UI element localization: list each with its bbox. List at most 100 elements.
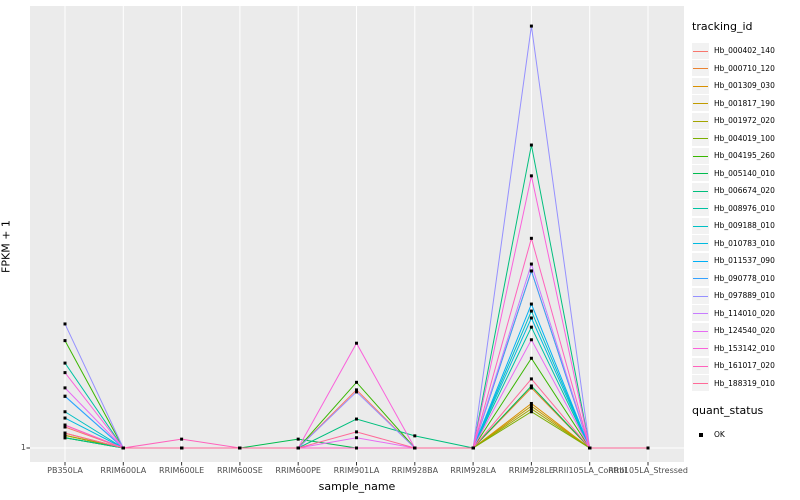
data-point-Hb_008976_010 — [63, 361, 67, 365]
legend-item-label: Hb_010783_010 — [714, 238, 775, 248]
legend-item-label: Hb_008976_010 — [714, 203, 775, 213]
data-point-Hb_188319_010 — [121, 446, 125, 450]
data-point-Hb_000710_120 — [529, 386, 533, 390]
data-point-Hb_188319_010 — [646, 446, 650, 450]
legend-item-label: Hb_005140_010 — [714, 168, 775, 178]
data-point-Hb_001309_030 — [529, 401, 533, 405]
data-point-Hb_153142_010 — [529, 174, 533, 178]
legend-item-label: Hb_001817_190 — [714, 98, 775, 108]
data-point-Hb_153142_010 — [355, 341, 358, 345]
data-point-Hb_006674_020 — [355, 417, 358, 421]
quant-ok-point-icon — [692, 427, 709, 443]
data-point-Hb_161017_020 — [529, 236, 533, 240]
legend-item-label: Hb_001309_030 — [714, 81, 775, 91]
data-point-Hb_010783_010 — [529, 316, 533, 320]
legend-key-line-icon — [692, 95, 709, 112]
legend-item-Hb_008976_010: Hb_008976_010 — [692, 200, 798, 218]
legend-item-Hb_011537_090: Hb_011537_090 — [692, 252, 798, 270]
data-point-Hb_006674_020 — [529, 143, 533, 147]
legend-item-Hb_001309_030: Hb_001309_030 — [692, 77, 798, 95]
legend-item-label: Hb_006674_020 — [714, 186, 775, 196]
legend-item-Hb_006674_020: Hb_006674_020 — [692, 182, 798, 200]
legend-item-Hb_001817_190: Hb_001817_190 — [692, 95, 798, 113]
data-point-Hb_124540_020 — [63, 386, 67, 390]
x-tick-label-RRIM901LA: RRIM901LA — [333, 466, 380, 475]
legend-item-Hb_004019_100: Hb_004019_100 — [692, 130, 798, 148]
legend-item-Hb_001972_020: Hb_001972_020 — [692, 112, 798, 130]
data-point-Hb_188319_010 — [355, 430, 358, 434]
y-tick-label: 1 — [20, 443, 26, 452]
data-point-Hb_004019_100 — [529, 410, 533, 414]
data-point-Hb_188319_010 — [296, 446, 300, 450]
legend-key-line-icon — [692, 340, 709, 357]
data-point-Hb_005140_010 — [529, 384, 533, 388]
x-tick-label-RRIM600LE: RRIM600LE — [159, 466, 205, 475]
x-tick-labels: PB350LA RRIM600LA RRIM600LE RRIM600SE RRIM60… — [0, 466, 800, 478]
legend-key-line-icon — [692, 235, 709, 252]
data-point-Hb_009188_010 — [529, 309, 533, 313]
legend-key-line-icon — [692, 252, 709, 269]
data-point-Hb_097889_010 — [63, 322, 67, 326]
legend-item-Hb_153142_010: Hb_153142_010 — [692, 340, 798, 358]
data-point-Hb_004195_260 — [63, 339, 67, 343]
x-tick-label-RRIM600LA: RRIM600LA — [100, 466, 147, 475]
legend-quant-section: quant_status OK — [692, 404, 798, 444]
data-point-Hb_010783_010 — [63, 416, 67, 420]
x-tick-label-PB350LA: PB350LA — [47, 466, 83, 475]
legend-key-line-icon — [692, 305, 709, 322]
data-point-Hb_004195_260 — [355, 380, 358, 384]
legend-item-label: Hb_161017_020 — [714, 361, 775, 371]
legend-item-label: Hb_188319_010 — [714, 378, 775, 388]
legend-item-label: Hb_124540_020 — [714, 326, 775, 336]
data-point-Hb_188319_010 — [413, 446, 417, 450]
data-point-Hb_161017_020 — [355, 446, 358, 450]
data-point-Hb_161017_020 — [180, 437, 184, 441]
data-point-Hb_188319_010 — [471, 446, 475, 450]
data-point-Hb_004195_260 — [529, 356, 533, 360]
legend-item-Hb_097889_010: Hb_097889_010 — [692, 287, 798, 305]
data-point-Hb_188319_010 — [238, 446, 242, 450]
legend-key-line-icon — [692, 182, 709, 199]
legend-key-line-icon — [692, 270, 709, 287]
data-point-Hb_188319_010 — [180, 446, 184, 450]
data-point-Hb_001972_020 — [63, 433, 67, 437]
legend-item-label: Hb_009188_010 — [714, 221, 775, 231]
legend-item-label: Hb_004019_100 — [714, 133, 775, 143]
y-axis-title: FPKM + 1 — [0, 220, 13, 273]
legend-tracking-title: tracking_id — [692, 20, 753, 33]
legend-key-line-icon — [692, 147, 709, 164]
data-point-Hb_090778_010 — [63, 394, 67, 398]
legend-key-line-icon — [692, 112, 709, 129]
data-point-Hb_000402_140 — [63, 425, 67, 429]
data-point-Hb_161017_020 — [63, 423, 67, 427]
legend-item-Hb_005140_010: Hb_005140_010 — [692, 165, 798, 183]
legend-quant-title: quant_status — [692, 404, 764, 417]
data-point-Hb_000402_140 — [355, 388, 358, 392]
legend-item-label: Hb_153142_010 — [714, 343, 775, 353]
legend-item-Hb_161017_020: Hb_161017_020 — [692, 357, 798, 375]
legend-item-label: Hb_004195_260 — [714, 151, 775, 161]
legend-item-Hb_188319_010: Hb_188319_010 — [692, 375, 798, 393]
legend-key-line-icon — [692, 42, 709, 59]
legend-key-line-icon — [692, 165, 709, 182]
legend-item-Hb_004195_260: Hb_004195_260 — [692, 147, 798, 165]
legend-item-label: Hb_097889_010 — [714, 291, 775, 301]
x-tick-label-RRII105LA_Stressed: RRII105LA_Stressed — [608, 466, 688, 475]
data-point-Hb_153142_010 — [63, 371, 67, 375]
legend-quant-label: OK — [714, 430, 725, 440]
legend-item-label: Hb_001972_020 — [714, 116, 775, 126]
legend-item-label: Hb_000402_140 — [714, 46, 775, 56]
data-point-Hb_008976_010 — [529, 325, 533, 329]
legend-key-line-icon — [692, 130, 709, 147]
data-point-Hb_001972_020 — [529, 407, 533, 411]
data-point-Hb_097889_010 — [355, 390, 358, 394]
legend-key-line-icon — [692, 287, 709, 304]
legend-item-label: Hb_011537_090 — [714, 256, 775, 266]
legend-item-label: Hb_114010_020 — [714, 308, 775, 318]
legend-item-Hb_000402_140: Hb_000402_140 — [692, 42, 798, 60]
legend-item-label: Hb_090778_010 — [714, 273, 775, 283]
legend-key-line-icon — [692, 357, 709, 374]
x-tick-label-RRIM928BA: RRIM928BA — [391, 466, 439, 475]
data-point-Hb_009188_010 — [63, 410, 67, 414]
